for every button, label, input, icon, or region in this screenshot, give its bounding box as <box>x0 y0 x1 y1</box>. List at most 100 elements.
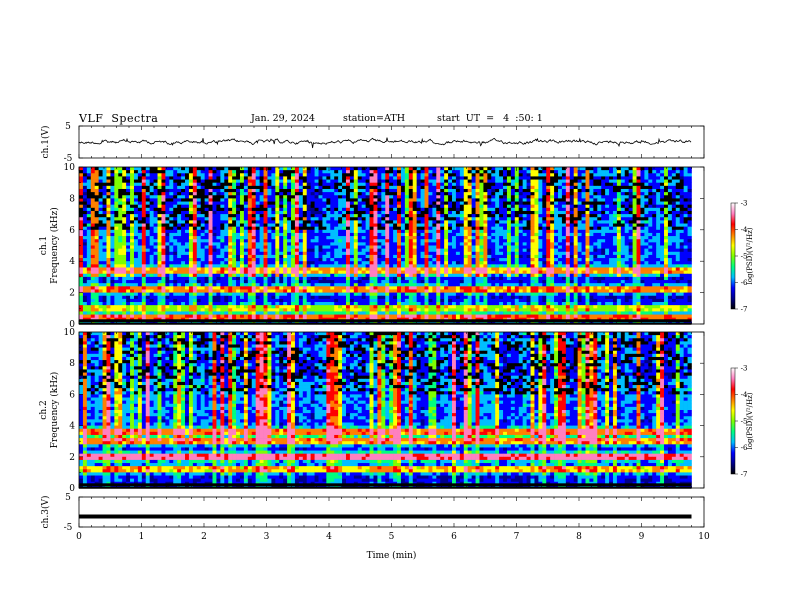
spectrogram-cell <box>102 185 107 190</box>
spectrogram-cell <box>491 226 496 231</box>
spectrogram-cell <box>361 167 366 171</box>
spectrogram-cell <box>612 179 618 183</box>
spectrogram-cell <box>153 173 158 177</box>
spectrogram-cell <box>412 201 417 205</box>
spectrogram-cell <box>561 198 567 202</box>
spectrogram-cell <box>314 214 319 218</box>
spectrogram-cell <box>479 185 484 190</box>
spectrogram-cell <box>279 261 284 265</box>
spectrogram-cell <box>130 254 135 259</box>
spectrogram-cell <box>192 232 198 237</box>
spectrogram-cell <box>373 188 378 193</box>
spectrogram-cell <box>141 239 147 243</box>
spectrogram-cell <box>90 245 96 249</box>
spectrogram-cell <box>110 217 115 221</box>
spectrogram-cell <box>652 214 657 218</box>
spectrogram-cell <box>432 207 437 212</box>
spectrogram-cell <box>102 229 107 234</box>
spectrogram-cell <box>173 167 178 171</box>
spectrogram-cell <box>475 179 480 183</box>
spectrogram-cell <box>542 248 547 253</box>
spectrogram-cell <box>377 245 382 249</box>
spectrogram-cell <box>424 217 429 221</box>
spectrogram-cell <box>459 207 465 212</box>
spectrogram-cell <box>220 232 225 237</box>
spectrogram-cell <box>149 264 154 268</box>
spectrogram-cell <box>550 232 555 237</box>
spectrogram-cell <box>550 207 555 212</box>
spectrogram-cell <box>597 214 602 218</box>
spectrogram-cell <box>102 192 107 196</box>
spectrogram-cell <box>294 258 300 262</box>
spectrogram-cell <box>153 167 158 171</box>
spectrogram-cell <box>110 248 115 253</box>
spectrogram-cell <box>597 204 602 209</box>
spectrogram-cell <box>538 245 543 249</box>
spectrogram-cell <box>538 229 543 234</box>
spectrogram-cell <box>424 251 429 256</box>
spectrogram-cell <box>436 185 441 190</box>
spectrogram-cell <box>275 226 280 231</box>
spectrogram-cell <box>200 223 205 227</box>
spectrogram-cell <box>589 204 594 209</box>
spectrogram-cell <box>636 251 641 256</box>
spectrogram-cell <box>326 217 331 221</box>
spectrogram-cell <box>620 192 626 196</box>
spectrogram-cell <box>118 167 123 171</box>
spectrogram-cell <box>90 258 96 262</box>
spectrogram-cell <box>381 204 386 209</box>
spectrogram-cell <box>573 204 578 209</box>
spectrogram-cell <box>259 201 264 205</box>
spectrogram-cell <box>212 236 217 240</box>
spectrogram-cell <box>656 232 661 237</box>
spectrogram-cell <box>400 214 406 218</box>
spectrogram-cell <box>546 185 551 190</box>
spectrogram-cell <box>581 167 586 171</box>
spectrogram-cell <box>636 201 641 205</box>
spectrogram-cell <box>318 229 323 234</box>
spectrogram-cell <box>137 245 143 249</box>
spectrogram-cell <box>118 239 123 243</box>
spectrogram-cell <box>267 251 272 256</box>
spectrogram-cell <box>137 214 143 218</box>
spectrogram-cell <box>471 217 476 221</box>
spectrogram-cell <box>467 245 472 249</box>
spectrogram-cell <box>487 173 492 177</box>
spectrogram-cell <box>185 198 190 202</box>
spectrogram-cell <box>636 173 641 177</box>
spectrogram-cell <box>185 232 190 237</box>
spectrogram-cell <box>283 210 288 215</box>
spectrogram-cell <box>212 245 217 249</box>
spectrogram-cell <box>212 217 217 221</box>
spectrogram-cell <box>271 239 276 243</box>
spectrogram-cell <box>499 195 504 199</box>
spectrogram-cell <box>291 207 296 212</box>
spectrogram-cell <box>660 195 665 199</box>
spectrogram-cell <box>432 254 437 259</box>
spectrogram-cell <box>636 261 641 265</box>
spectrogram-cell <box>361 229 366 234</box>
spectrogram-cell <box>322 242 327 246</box>
spectrogram-cell <box>616 248 622 253</box>
spectrogram-cell <box>204 170 209 174</box>
spectrogram-cell <box>554 167 559 171</box>
spectrogram-cell <box>514 198 520 202</box>
spectrogram-cell <box>393 223 398 227</box>
spectrogram-cell <box>561 173 567 177</box>
spectrogram-cell <box>632 176 637 180</box>
spectrogram-cell <box>510 220 516 224</box>
spectrogram-cell <box>185 192 190 196</box>
spectrogram-cell <box>483 245 488 249</box>
spectrogram-cell <box>310 229 315 234</box>
spectrogram-cell <box>291 239 296 243</box>
spectrogram-cell <box>675 248 681 253</box>
spectrogram-cell <box>114 251 119 256</box>
spectrogram-cell <box>432 229 437 234</box>
spectrogram-cell <box>404 173 410 177</box>
spectrogram-cell <box>318 176 323 180</box>
spectrogram-cell <box>161 226 166 231</box>
spectrogram-cell <box>479 258 484 262</box>
spectrogram-cell <box>82 210 88 215</box>
spectrogram-cell <box>518 214 523 218</box>
spectrogram-cell <box>133 188 139 193</box>
